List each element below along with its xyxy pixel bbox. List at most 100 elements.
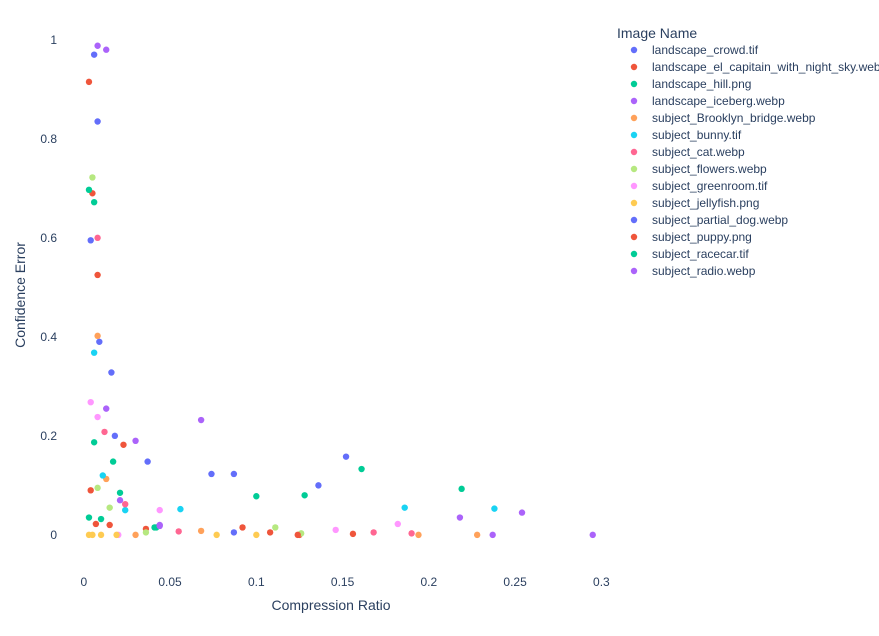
data-point[interactable] — [94, 118, 101, 125]
data-point[interactable] — [197, 527, 205, 535]
data-point[interactable] — [87, 487, 94, 494]
data-point[interactable] — [589, 531, 596, 539]
legend-item[interactable]: subject_greenroom.tif — [630, 179, 768, 193]
data-point[interactable] — [358, 465, 365, 473]
data-point[interactable] — [132, 437, 139, 445]
data-point[interactable] — [294, 531, 301, 539]
data-point[interactable] — [106, 504, 113, 511]
data-point[interactable] — [94, 234, 101, 242]
data-point[interactable] — [253, 531, 260, 539]
legend-label: subject_jellyfish.png — [652, 196, 759, 210]
data-point[interactable] — [85, 186, 93, 194]
legend-item[interactable]: subject_jellyfish.png — [630, 196, 760, 210]
data-point[interactable] — [156, 506, 163, 514]
data-point[interactable] — [370, 529, 377, 536]
data-point[interactable] — [87, 398, 94, 406]
data-point[interactable] — [94, 484, 101, 492]
data-point[interactable] — [315, 482, 322, 489]
data-point[interactable] — [518, 509, 526, 516]
data-point[interactable] — [94, 42, 101, 49]
data-point[interactable] — [230, 529, 238, 536]
data-point[interactable] — [96, 338, 103, 345]
legend-item[interactable]: subject_puppy.png — [630, 230, 752, 244]
data-point[interactable] — [113, 531, 120, 539]
data-point[interactable] — [456, 514, 464, 521]
data-point[interactable] — [120, 441, 127, 448]
data-point[interactable] — [342, 453, 350, 460]
legend[interactable]: Image Name landscape_crowd.tif landscape_… — [617, 25, 879, 278]
data-point[interactable] — [491, 505, 498, 512]
legend-item[interactable]: landscape_hill.png — [630, 77, 752, 91]
data-point[interactable] — [122, 506, 129, 514]
data-point[interactable] — [99, 472, 106, 479]
data-point[interactable] — [89, 531, 96, 539]
data-point[interactable] — [489, 531, 496, 539]
data-point[interactable] — [94, 271, 101, 279]
data-point[interactable] — [415, 531, 422, 539]
data-point[interactable] — [90, 198, 98, 206]
data-point[interactable] — [132, 531, 139, 539]
legend-item[interactable]: subject_radio.webp — [630, 264, 756, 278]
legend-item[interactable]: subject_cat.webp — [630, 145, 745, 159]
data-point[interactable] — [394, 520, 401, 528]
data-point[interactable] — [92, 520, 100, 528]
data-point[interactable] — [230, 470, 238, 478]
data-point[interactable] — [213, 531, 220, 539]
data-point[interactable] — [116, 489, 124, 496]
data-point[interactable] — [144, 458, 151, 465]
legend-item[interactable]: subject_partial_dog.webp — [630, 213, 789, 227]
legend-item[interactable]: subject_racecar.tif — [630, 247, 750, 261]
data-point[interactable] — [97, 531, 105, 539]
data-point[interactable] — [90, 51, 98, 58]
data-point[interactable] — [208, 470, 215, 478]
data-point[interactable] — [101, 428, 108, 436]
data-point[interactable] — [142, 529, 150, 536]
legend-marker — [630, 97, 638, 105]
legend-marker — [630, 216, 638, 224]
data-point[interactable] — [103, 46, 110, 53]
data-point[interactable] — [85, 78, 93, 86]
data-point[interactable] — [90, 349, 98, 356]
data-point[interactable] — [266, 529, 274, 536]
data-point[interactable] — [349, 530, 357, 538]
x-axis-title: Compression Ratio — [271, 597, 390, 613]
series-group — [89, 174, 305, 537]
data-point[interactable] — [97, 515, 105, 523]
data-point[interactable] — [408, 530, 415, 537]
legend-item[interactable]: subject_flowers.webp — [630, 162, 767, 176]
data-point[interactable] — [401, 504, 408, 511]
data-point[interactable] — [332, 526, 339, 534]
data-point[interactable] — [87, 237, 94, 244]
legend-item[interactable]: landscape_el_capitain_with_night_sky.web… — [630, 60, 879, 74]
legend-item[interactable]: landscape_iceberg.webp — [630, 94, 785, 108]
data-point[interactable] — [103, 405, 110, 412]
legend-item[interactable]: subject_Brooklyn_bridge.webp — [630, 111, 816, 125]
data-point[interactable] — [108, 369, 115, 376]
data-point[interactable] — [272, 524, 279, 531]
data-point[interactable] — [89, 174, 96, 181]
data-point[interactable] — [122, 500, 129, 508]
data-point[interactable] — [177, 505, 184, 513]
data-point[interactable] — [94, 332, 101, 340]
legend-item[interactable]: landscape_crowd.tif — [630, 43, 759, 57]
x-axis: 0 0.05 0.1 0.15 0.2 0.25 0.3 — [80, 575, 610, 589]
data-point[interactable] — [151, 524, 158, 531]
data-point[interactable] — [116, 497, 124, 504]
data-point[interactable] — [301, 492, 308, 499]
data-point[interactable] — [94, 413, 101, 421]
data-point[interactable] — [85, 514, 93, 521]
data-point[interactable] — [175, 528, 182, 535]
legend-item[interactable]: subject_bunny.tif — [630, 128, 742, 142]
data-point[interactable] — [156, 522, 163, 530]
data-point[interactable] — [90, 439, 98, 446]
data-point[interactable] — [197, 416, 205, 424]
data-point[interactable] — [111, 432, 119, 440]
data-point[interactable] — [106, 521, 113, 529]
data-point[interactable] — [473, 531, 481, 539]
data-point[interactable] — [458, 485, 465, 493]
data-point[interactable] — [109, 458, 117, 465]
data-point[interactable] — [239, 524, 246, 531]
legend-label: landscape_crowd.tif — [652, 43, 759, 57]
data-point[interactable] — [253, 493, 260, 500]
